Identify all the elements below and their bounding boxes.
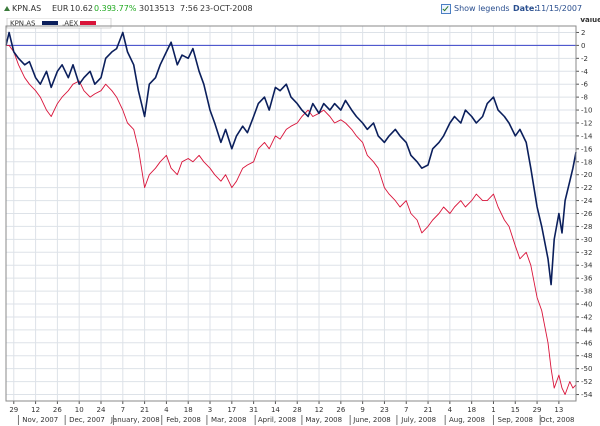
y-tick-label: -50 [581,365,592,373]
x-axis: 29 12 26 10 24 7 21 4 18 3 17 31 14 28 12 26 9 23 7 21 4 18 1 1… [9,401,574,425]
plot-frame [5,25,577,402]
price-change: 0.39 [94,4,112,13]
y-tick-label: -24 [581,197,593,205]
x-tick-label: 24 [97,406,106,414]
y-axis-title: Value [580,18,600,24]
x-tick-label: 12 [31,406,40,414]
x-tick-label: 21 [140,406,149,414]
y-tick-label: -52 [581,378,592,386]
x-month-label: Dec, 2007 [69,416,105,424]
legend-swatch [80,21,96,25]
y-tick-label: -40 [581,301,592,309]
x-tick-label: 21 [424,406,433,414]
y-tick-label: -12 [581,119,592,127]
y-tick-label: -54 [581,391,593,399]
x-month-label: Aug, 2008 [449,416,485,424]
x-tick-label: 31 [249,406,258,414]
x-tick-label: 18 [184,406,193,414]
y-tick-label: -42 [581,313,592,321]
y-tick-label: 2 [581,29,585,37]
quote-time: 7:56 [180,4,198,13]
x-tick-label: 17 [227,406,236,414]
y-tick-label: -26 [581,210,593,218]
x-month-label: July, 2008 [400,416,436,424]
x-month-label: Feb, 2008 [166,416,201,424]
legend-label: KPN.AS [10,20,36,28]
legend-swatch [42,21,58,25]
currency: EUR [52,4,69,13]
y-tick-label: -28 [581,223,592,231]
y-tick-label: -22 [581,184,592,192]
y-tick-label: -2 [581,55,588,63]
x-tick-label: 7 [121,406,125,414]
y-tick-label: -16 [581,145,593,153]
x-tick-label: 3 [208,406,212,414]
y-tick-label: -6 [581,81,589,89]
x-tick-label: 26 [53,406,62,414]
price-comparison-chart: 2 0 -2 -4 -6 -8 -10 -12 -14 -16 -18 -20 -22 -24 -26 -28… [5,18,600,425]
x-tick-label: 15 [511,406,520,414]
x-tick-label: 12 [315,406,324,414]
x-tick-label: 4 [448,406,453,414]
x-tick-label: 10 [75,406,84,414]
last-price: 10.62 [70,4,93,13]
x-month-label: April, 2008 [258,416,296,424]
x-tick-label: 28 [293,406,302,414]
y-tick-label: -18 [581,158,592,166]
x-tick-label: 23 [380,406,389,414]
x-tick-label: 1 [491,406,495,414]
y-tick-label: -14 [581,132,593,140]
y-tick-label: -34 [581,262,593,270]
up-arrow-icon [4,6,10,11]
series-lines [5,31,577,395]
quote-date: 23-OCT-2008 [200,4,253,13]
x-month-label: Sep, 2008 [498,416,533,424]
x-month-label: Nov, 2007 [22,416,58,424]
y-tick-label: -48 [581,352,592,360]
legend-box [6,18,112,29]
y-tick-label: 0 [581,42,585,50]
x-tick-label: 26 [336,406,345,414]
x-month-label: January, 2008 [110,416,160,424]
x-tick-label: 7 [404,406,408,414]
y-tick-label: -32 [581,249,592,257]
x-tick-label: 18 [467,406,476,414]
show-legends-checkbox[interactable] [441,4,451,14]
y-axis: 2 0 -2 -4 -6 -8 -10 -12 -14 -16 -18 -20 -22 -24 -26 -28… [576,18,600,399]
y-tick-label: -38 [581,288,592,296]
series-line-aex [6,44,577,395]
x-tick-label: 29 [9,406,18,414]
x-month-label: June, 2008 [352,416,391,424]
x-month-label: Oct, 2008 [540,416,574,424]
show-legends-label[interactable]: Show legends [454,4,510,13]
y-tick-label: -10 [581,107,592,115]
price-change-pct: 3.77% [111,4,137,13]
series-line-kpn [5,31,577,286]
x-tick-label: 13 [554,406,563,414]
y-tick-label: -44 [581,326,593,334]
quote-header: KPN.AS EUR 10.62 0.39 3.77% 3013513 7:56… [0,0,600,18]
y-tick-label: -20 [581,171,592,179]
legend-label: .AEX [62,20,78,28]
date-value: 11/15/2007 [536,4,583,13]
y-tick-label: -36 [581,275,593,283]
chart-grid [6,26,576,401]
x-month-label: Mar, 2008 [211,416,246,424]
volume: 3013513 [139,4,175,13]
x-month-label: May, 2008 [305,416,342,424]
date-label: Date: [513,4,538,13]
y-tick-label: -46 [581,339,593,347]
x-tick-label: 29 [533,406,542,414]
y-tick-label: -8 [581,94,588,102]
x-tick-label: 4 [164,406,169,414]
x-tick-label: 14 [271,406,280,414]
ticker-symbol: KPN.AS [12,4,42,13]
y-tick-label: -4 [581,68,589,76]
plot-border [5,25,577,402]
y-tick-label: -30 [581,236,592,244]
legend: KPN.AS .AEX [6,18,112,29]
x-tick-label: 9 [360,406,364,414]
